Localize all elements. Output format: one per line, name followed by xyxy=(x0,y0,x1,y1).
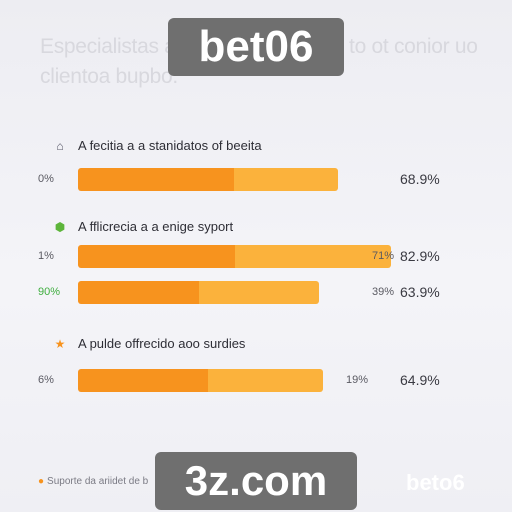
bar-end-label: 71% xyxy=(372,250,395,262)
row-start-label: 6% xyxy=(38,374,54,386)
footer-text: Suporte da ariidet de b xyxy=(47,476,149,487)
bar xyxy=(78,245,391,268)
row-start-label: 0% xyxy=(38,173,54,185)
watermark-top: bet06 xyxy=(168,18,344,76)
bar-end-label: 39% xyxy=(372,286,395,298)
bullet-icon: ● xyxy=(38,476,45,487)
bar-segment-dark xyxy=(78,281,199,304)
bar-segment-dark xyxy=(78,168,234,191)
bar-value-label: 63.9% xyxy=(400,284,440,300)
star-icon: ★ xyxy=(54,337,66,351)
footer-note: ● Suporte da ariidet de b xyxy=(38,476,148,487)
row-start-label: 90% xyxy=(38,286,61,298)
bar-row: 6% 19% 64.9% xyxy=(0,368,512,394)
bar-row: 1% 71% 82.9% xyxy=(0,244,512,270)
bar xyxy=(78,281,319,304)
watermark-bottom: 3z.com xyxy=(155,452,357,510)
house-icon: ⌂ xyxy=(56,139,64,153)
bar-row: 90% 39% 63.9% xyxy=(0,280,512,306)
bar-segment-light xyxy=(208,369,323,392)
bar-value-label: 64.9% xyxy=(400,372,440,388)
section-label: A pulde offrecido aoo surdies xyxy=(78,336,246,351)
bar-segment-light xyxy=(199,281,319,304)
bar-row: 0% 68.9% xyxy=(0,167,512,193)
bar xyxy=(78,369,323,392)
bar xyxy=(78,168,338,191)
section-label: A fecitia a a stanidatos of beeita xyxy=(78,138,262,153)
bar-segment-light xyxy=(234,168,338,191)
row-start-label: 1% xyxy=(38,250,54,262)
section-label: A fflicrecia a a enige syport xyxy=(78,219,234,234)
brand-logo: beto6 xyxy=(406,470,465,495)
bar-segment-dark xyxy=(78,245,235,268)
hexagon-icon: ⬢ xyxy=(54,220,66,234)
bar-value-label: 68.9% xyxy=(400,171,440,187)
bar-segment-light xyxy=(235,245,391,268)
bar-segment-dark xyxy=(78,369,208,392)
bar-end-label: 19% xyxy=(346,374,369,386)
bar-value-label: 82.9% xyxy=(400,248,440,264)
